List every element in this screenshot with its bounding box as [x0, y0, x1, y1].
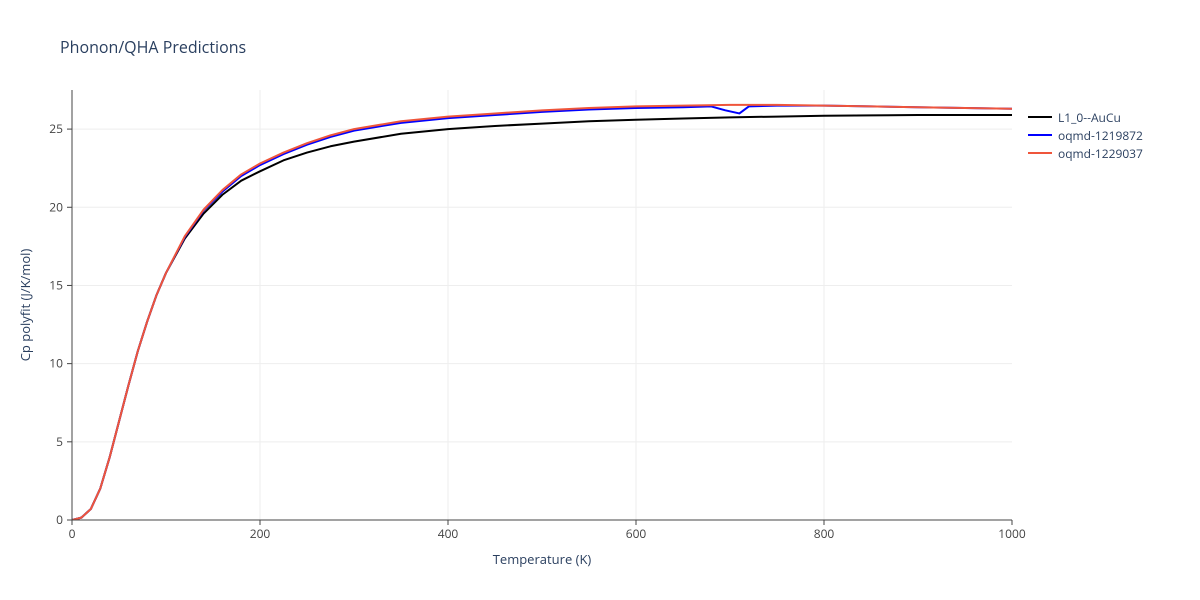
x-tick-label: 800	[814, 525, 835, 542]
legend-swatch	[1028, 152, 1052, 154]
y-tick-label: 20	[49, 198, 63, 215]
y-axis-label: Cp polyfit (J/K/mol)	[16, 249, 34, 362]
x-tick-label: 400	[438, 525, 459, 542]
chart-root: Phonon/QHA Predictions 02004006008001000…	[0, 0, 1200, 600]
chart-svg: 0 200 400 600 800 1000 0 5 10 15 20 25 Temperature (…	[0, 0, 1200, 600]
legend-item-0[interactable]: L1_0--AuCu	[1028, 108, 1143, 126]
legend-swatch	[1028, 134, 1052, 136]
legend-label: L1_0--AuCu	[1058, 109, 1121, 126]
legend-label: oqmd-1219872	[1058, 127, 1143, 144]
x-tick-label: 1000	[998, 525, 1026, 542]
y-tick-label: 15	[49, 276, 63, 293]
x-tick-label: 0	[69, 525, 76, 542]
legend-item-2[interactable]: oqmd-1229037	[1028, 144, 1143, 162]
y-tick-label: 10	[49, 355, 63, 372]
series-line-0[interactable]	[72, 115, 1012, 520]
x-axis-label: Temperature (K)	[493, 550, 592, 568]
legend-swatch	[1028, 116, 1052, 118]
chart-title: Phonon/QHA Predictions	[60, 36, 246, 58]
x-tick-label: 200	[250, 525, 271, 542]
series-line-1[interactable]	[72, 106, 1012, 520]
x-tick-label: 600	[626, 525, 647, 542]
legend-item-1[interactable]: oqmd-1219872	[1028, 126, 1143, 144]
legend-label: oqmd-1229037	[1058, 145, 1143, 162]
y-tick-label: 0	[56, 511, 63, 528]
series-line-2[interactable]	[72, 105, 1012, 520]
legend: L1_0--AuCuoqmd-1219872oqmd-1229037	[1028, 108, 1143, 162]
y-tick-label: 25	[49, 120, 63, 137]
y-tick-label: 5	[56, 433, 63, 450]
